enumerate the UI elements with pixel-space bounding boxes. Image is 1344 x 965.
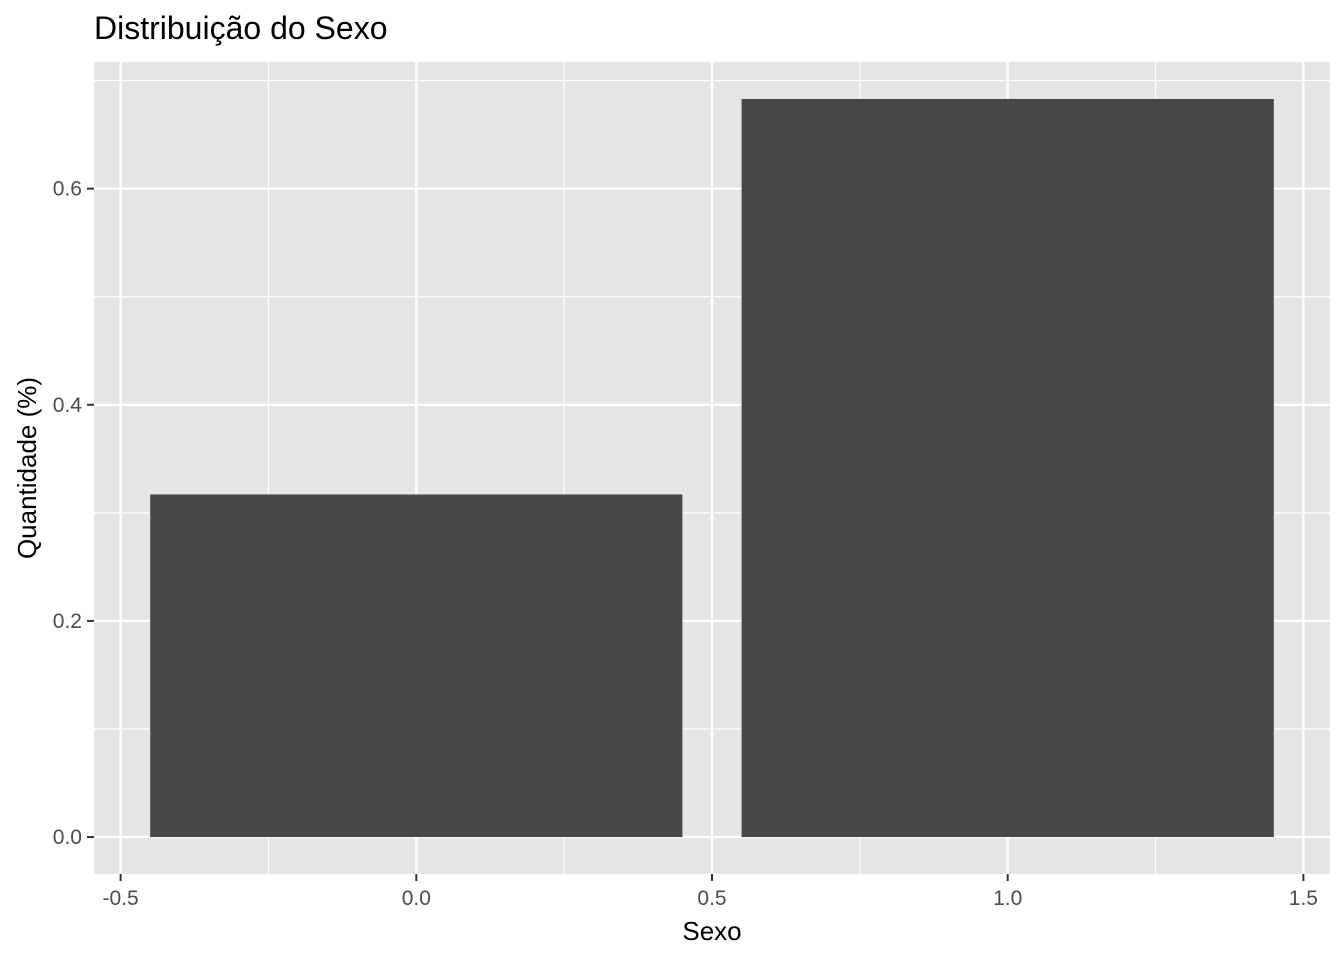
x-axis: -0.5 0.0 0.5 1.0 1.5	[103, 874, 1318, 910]
y-tick-label: 0.4	[53, 394, 83, 417]
x-tick-label: 0.0	[402, 887, 431, 910]
x-tick-label: 1.0	[993, 887, 1022, 910]
bars	[150, 98, 1274, 838]
chart-title: Distribuição do Sexo	[94, 10, 387, 46]
y-tick-label: 0.2	[53, 610, 82, 633]
x-tick-label: 1.5	[1289, 887, 1318, 910]
x-tick-label: 0.5	[697, 887, 726, 910]
y-tick-label: 0.0	[53, 826, 82, 849]
y-axis: 0.0 0.2 0.4 0.6	[53, 178, 94, 849]
x-tick-label: -0.5	[103, 887, 139, 910]
bar-0	[150, 494, 683, 838]
y-axis-title: Quantidade (%)	[12, 377, 42, 559]
bar-1	[741, 98, 1274, 838]
x-axis-title: Sexo	[682, 916, 741, 946]
y-tick-label: 0.6	[53, 178, 82, 201]
